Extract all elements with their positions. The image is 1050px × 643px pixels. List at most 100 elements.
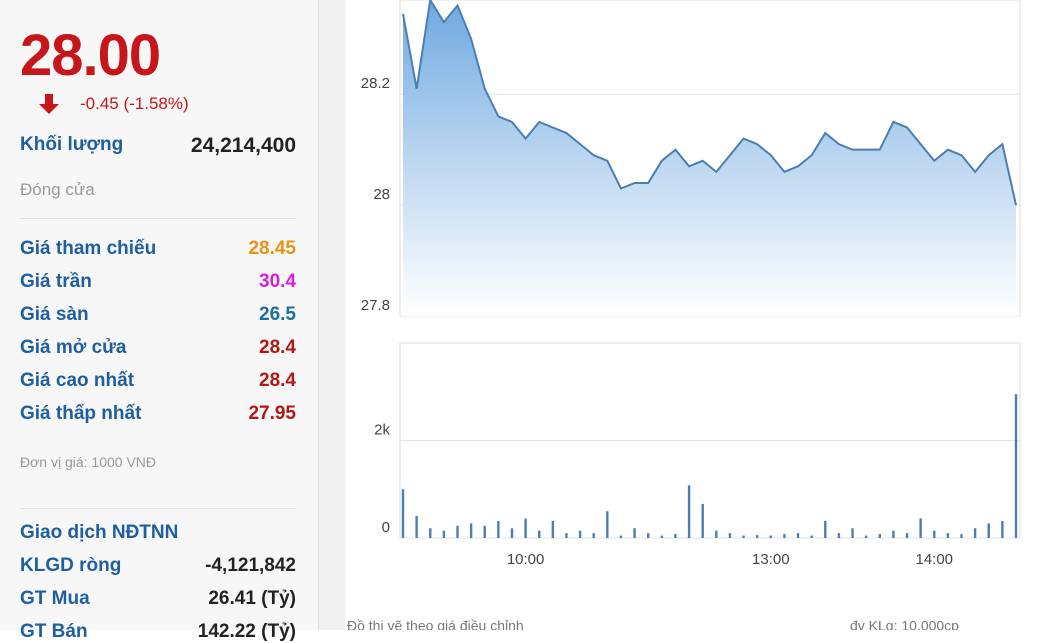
foreign-row: KLGD ròng -4,121,842 <box>20 555 296 577</box>
volume-bar <box>960 534 963 538</box>
volume-bar <box>755 535 759 538</box>
volume-bar <box>578 530 582 538</box>
volume-bar <box>783 534 786 538</box>
volume-bar <box>592 533 595 538</box>
volume-bar <box>1001 520 1004 538</box>
volume-bar <box>864 535 868 538</box>
note: Đồ thị vẽ theo giá điều chỉnh <box>347 618 524 630</box>
price-row: Giá sàn 26.5 <box>20 304 296 326</box>
plot-area <box>399 342 1021 539</box>
volume-bar <box>728 533 732 538</box>
volume-bar <box>742 535 745 538</box>
label: Giá thấp nhất <box>20 403 142 424</box>
y-tick-label: 2k <box>374 421 390 438</box>
value: 27.95 <box>248 403 296 424</box>
value: 28.4 <box>259 370 296 391</box>
note: đv KLg: 10,000cp <box>850 618 959 630</box>
label: GT Bán <box>20 621 88 642</box>
area-fill <box>403 0 1016 316</box>
info-panel: 28.00 -0.45 (-1.58%) Khối lượng 24,214,40… <box>0 0 319 642</box>
volume-bar <box>401 489 405 538</box>
x-tick-label: 14:00 <box>915 551 953 568</box>
volume-bar <box>796 533 800 538</box>
label: Giá sàn <box>20 304 89 325</box>
price-row: Giá thấp nhất 27.95 <box>20 403 296 425</box>
value: 26.5 <box>259 304 296 325</box>
y-tick-label: 27.8 <box>361 297 390 314</box>
volume-bar <box>551 520 555 538</box>
price-row: Giá trần 30.4 <box>20 271 296 293</box>
value: 142.22 (Tỷ) <box>197 621 296 642</box>
volume-bar <box>905 533 909 538</box>
separator <box>20 218 296 219</box>
y-tick-label: 28 <box>373 186 390 203</box>
price: 28.00 <box>20 23 161 88</box>
volume-bar <box>973 528 977 538</box>
volume-bar <box>606 511 609 538</box>
foreign-row: GT Bán 142.22 (Tỷ) <box>20 621 296 643</box>
volume-bar <box>892 530 895 538</box>
volume-bar <box>837 533 841 538</box>
volume-bar <box>538 530 541 538</box>
separator <box>20 508 296 509</box>
volume-bar <box>687 485 691 538</box>
label: Giá tham chiếu <box>20 238 157 259</box>
volume-row: Khối lượng 24,214,400 <box>20 134 296 157</box>
value: 26.41 (Tỷ) <box>208 588 296 609</box>
volume-bar <box>824 520 827 538</box>
volume-bar <box>715 530 718 538</box>
down-arrow <box>39 94 59 114</box>
volume-bar <box>619 535 623 538</box>
volume-bar <box>946 533 950 538</box>
volume-bar <box>415 516 418 538</box>
price-change: -0.45 (-1.58%) <box>80 94 189 113</box>
price-row: Giá tham chiếu 28.45 <box>20 238 296 260</box>
volume-bar <box>810 535 813 538</box>
value: 24,214,400 <box>190 134 296 157</box>
volume-bar <box>565 533 568 538</box>
volume-bar <box>442 530 446 538</box>
volume-bar <box>633 528 636 538</box>
value: -4,121,842 <box>205 555 296 576</box>
price-line <box>402 0 1017 206</box>
volume-bar <box>919 518 922 538</box>
volume-bar <box>660 535 664 538</box>
label: Giá cao nhất <box>20 370 135 391</box>
volume-bar <box>851 528 854 538</box>
page: 28.00 -0.45 (-1.58%) Khối lượng 24,214,40… <box>0 0 1021 642</box>
volume-bar <box>769 535 772 538</box>
label: Giá mở cửa <box>20 337 127 358</box>
price-row: Giá cao nhất 28.4 <box>20 370 296 392</box>
divider <box>319 0 345 630</box>
y-tick-label: 28.2 <box>361 75 390 92</box>
volume-bar <box>674 534 677 538</box>
x-tick-label: 13:00 <box>752 551 790 568</box>
unit-note: Đơn vị giá: 1000 VNĐ <box>20 454 157 470</box>
volume-bar <box>483 525 486 538</box>
volume-bar <box>701 503 704 538</box>
label: KLGD ròng <box>20 555 122 576</box>
plot-area <box>399 0 1021 317</box>
volume-bar <box>524 518 527 538</box>
price-row: Giá mở cửa 28.4 <box>20 337 296 359</box>
label: Giá trần <box>20 271 92 292</box>
label: Khối lượng <box>20 134 124 155</box>
volume-bar <box>933 530 936 538</box>
value: 30.4 <box>259 271 296 292</box>
value: 28.45 <box>248 238 296 259</box>
volume-bar <box>456 525 459 538</box>
label: GT Mua <box>20 588 90 609</box>
foreign-title: Giao dịch NĐTNN <box>20 522 179 543</box>
volume-bar <box>497 520 500 538</box>
volume-bar <box>510 528 514 538</box>
x-tick-label: 10:00 <box>507 551 545 568</box>
volume-bar <box>647 533 650 538</box>
volume-bar <box>987 523 990 538</box>
value: 28.4 <box>259 337 296 358</box>
volume-bar <box>429 528 432 538</box>
foreign-row: GT Mua 26.41 (Tỷ) <box>20 588 296 610</box>
volume-bar <box>878 534 881 538</box>
status: Đóng cửa <box>20 180 95 199</box>
volume-bar <box>1014 394 1018 538</box>
y-tick-label: 0 <box>382 519 390 536</box>
